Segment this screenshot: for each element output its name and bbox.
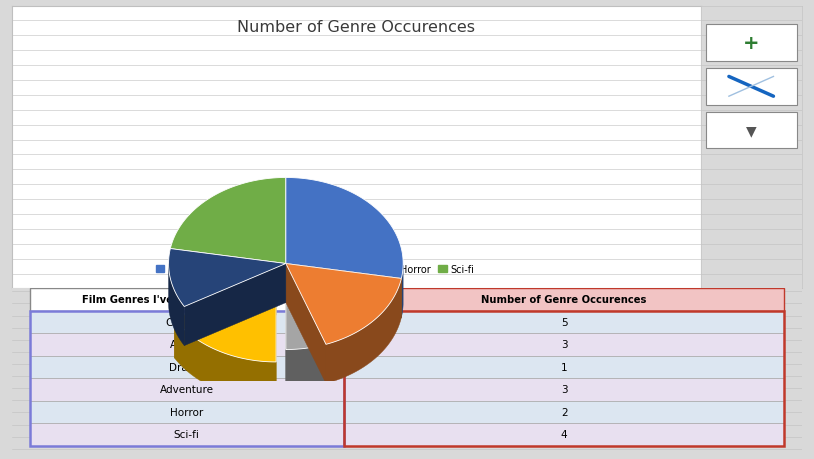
Text: 1: 1 (561, 362, 567, 372)
Text: 5: 5 (561, 317, 567, 327)
FancyBboxPatch shape (29, 401, 344, 423)
Polygon shape (168, 264, 184, 346)
FancyBboxPatch shape (344, 288, 785, 311)
Text: 4: 4 (561, 429, 567, 439)
FancyBboxPatch shape (706, 69, 797, 106)
Polygon shape (286, 264, 326, 350)
Text: +: + (743, 34, 759, 53)
FancyBboxPatch shape (29, 311, 344, 333)
Text: Sci-fi: Sci-fi (173, 429, 199, 439)
FancyBboxPatch shape (344, 333, 785, 356)
Text: 2: 2 (561, 407, 567, 417)
Text: Action: Action (170, 340, 204, 350)
Text: ▼: ▼ (746, 124, 756, 138)
Polygon shape (174, 276, 276, 362)
FancyBboxPatch shape (706, 112, 797, 149)
FancyBboxPatch shape (29, 356, 344, 378)
Text: Number of Genre Occurences: Number of Genre Occurences (238, 20, 475, 34)
FancyBboxPatch shape (344, 311, 785, 333)
Polygon shape (168, 249, 286, 307)
Polygon shape (286, 264, 401, 318)
Polygon shape (286, 264, 401, 318)
FancyBboxPatch shape (29, 288, 344, 311)
FancyBboxPatch shape (344, 356, 785, 378)
FancyBboxPatch shape (344, 401, 785, 423)
Polygon shape (174, 319, 276, 401)
Polygon shape (170, 178, 286, 264)
FancyBboxPatch shape (29, 423, 344, 446)
Text: Adventure: Adventure (160, 385, 214, 394)
Polygon shape (326, 279, 401, 384)
Text: Number of Genre Occurences: Number of Genre Occurences (481, 295, 647, 305)
FancyBboxPatch shape (344, 378, 785, 401)
Polygon shape (401, 266, 403, 318)
Text: Horror: Horror (170, 407, 204, 417)
Legend: Comedy, Action, Drama, Adventure, Horror, Sci-fi: Comedy, Action, Drama, Adventure, Horror… (152, 260, 479, 278)
Polygon shape (286, 345, 326, 389)
Polygon shape (184, 264, 286, 346)
Polygon shape (174, 276, 276, 358)
FancyBboxPatch shape (344, 423, 785, 446)
Polygon shape (286, 264, 326, 384)
FancyBboxPatch shape (29, 378, 344, 401)
Text: Film Genres I've Watched Last Month: Film Genres I've Watched Last Month (81, 295, 291, 305)
Polygon shape (286, 264, 326, 384)
Text: Drama: Drama (169, 362, 204, 372)
FancyBboxPatch shape (706, 25, 797, 62)
Text: 3: 3 (561, 340, 567, 350)
Polygon shape (286, 178, 403, 279)
Text: Comedy: Comedy (165, 317, 208, 327)
Text: 3: 3 (561, 385, 567, 394)
Polygon shape (286, 264, 401, 345)
FancyBboxPatch shape (29, 333, 344, 356)
